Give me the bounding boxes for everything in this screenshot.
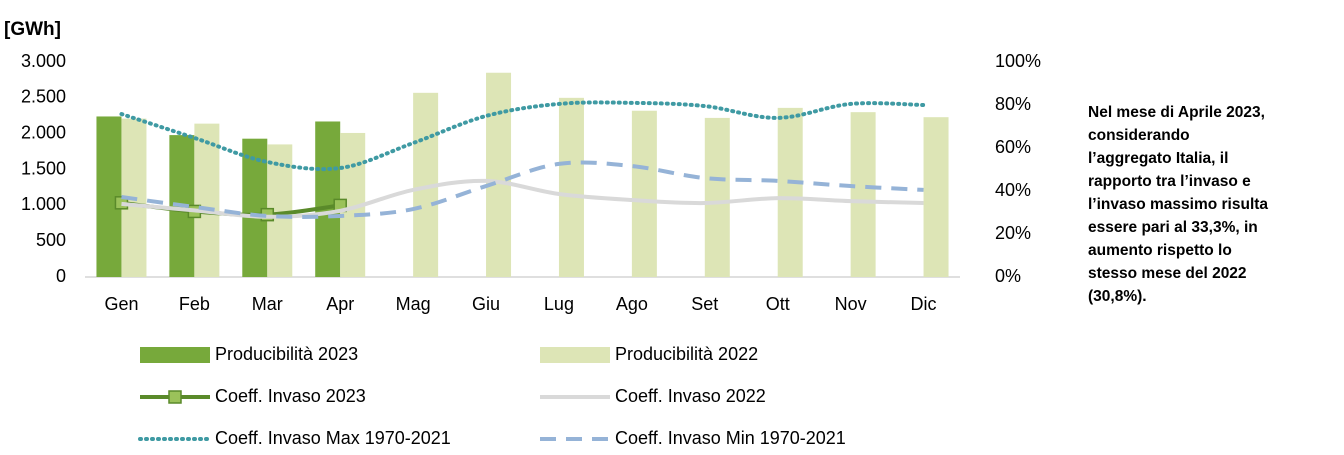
x-tick-label: Giu [472,294,500,314]
x-tick-label: Gen [104,294,138,314]
y-tick-label: 1.500 [21,158,66,178]
y-tick-label: 0 [56,266,66,286]
annotation: (30,8%). [1088,288,1147,305]
y-tick-label: 2.500 [21,87,66,107]
legend-label: Coeff. Invaso Max 1970-2021 [215,428,451,448]
x-tick-label: Dic [911,294,937,314]
x-tick-label: Mar [252,294,283,314]
bar [704,117,730,278]
x-tick-label: Mag [396,294,431,314]
annotation: l’invaso massimo risulta [1088,196,1268,213]
y-tick-label: 500 [36,230,66,250]
line [119,100,926,172]
legend-swatch [140,347,210,363]
y2-tick-label: 100% [995,51,1041,71]
bar [486,72,512,277]
bar [558,97,584,277]
bar [631,110,657,277]
annotation: rapporto tra l’invaso e [1088,173,1251,190]
legend-marker [168,390,182,404]
y2-tick-label: 20% [995,223,1031,243]
legend-label: Coeff. Invaso 2022 [615,386,766,406]
y2-tick-label: 40% [995,180,1031,200]
legend-label: Producibilità 2023 [215,344,358,364]
annotation: considerando [1088,127,1190,144]
y-axis-unit: [GWh] [4,19,61,40]
bar [923,117,949,277]
y2-tick-label: 0% [995,266,1021,286]
bar [777,107,803,277]
bar [194,123,220,277]
legend-swatch [540,347,610,363]
annotation: aumento rispetto lo [1088,242,1232,259]
y-tick-label: 2.000 [21,122,66,142]
y-tick-label: 1.000 [21,194,66,214]
y2-tick-label: 80% [995,94,1031,114]
legend-label: Coeff. Invaso Min 1970-2021 [615,428,846,448]
x-tick-label: Apr [326,294,354,314]
annotation: Nel mese di Aprile 2023, [1088,104,1265,121]
legend-label: Producibilità 2022 [615,344,758,364]
x-tick-label: Ott [766,294,790,314]
bar [850,112,876,278]
line [121,160,924,219]
annotation: stesso mese del 2022 [1088,265,1247,282]
y2-tick-label: 60% [995,137,1031,157]
legend-label: Coeff. Invaso 2023 [215,386,366,406]
x-tick-label: Lug [544,294,574,314]
y-tick-label: 3.000 [21,51,66,71]
line [121,178,924,219]
x-tick-label: Nov [835,294,867,314]
annotation: l’aggregato Italia, il [1088,150,1228,167]
x-tick-label: Ago [616,294,648,314]
annotation: essere pari al 33,3%, in [1088,219,1258,236]
x-tick-label: Feb [179,294,210,314]
x-tick-label: Set [691,294,718,314]
